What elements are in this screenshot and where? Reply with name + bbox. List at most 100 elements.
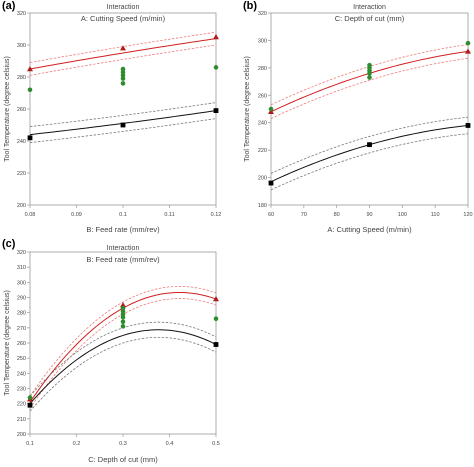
y-axis-label: Tool Temperature (degree celsius) — [4, 56, 11, 162]
x-tick-label: 0.3 — [119, 441, 127, 447]
series-low-ci-upper — [29, 102, 217, 127]
y-tick-label: 260 — [258, 93, 267, 99]
chart-panel-1: Interaction C: Depth of cut (mm) A: Cuttin… — [244, 4, 473, 234]
series-high-line — [29, 38, 217, 70]
design-point — [213, 65, 219, 70]
series-low-point — [367, 142, 372, 148]
y-tick-label: 200 — [258, 176, 267, 182]
x-tick-label: 0.12 — [211, 212, 222, 218]
x-tick-label: 90 — [366, 212, 372, 218]
design-point — [120, 319, 126, 325]
x-tick-label: 0.5 — [212, 441, 220, 447]
series-low-point — [465, 123, 471, 128]
y-tick-label: 300 — [258, 38, 267, 44]
x-tick-label: 0.1 — [119, 212, 127, 218]
series-high-point — [268, 108, 274, 114]
x-tick-label: 100 — [398, 212, 407, 218]
y-tick-label: 280 — [17, 75, 26, 81]
series-low-ci-lower — [29, 118, 217, 143]
series-low-point — [268, 180, 274, 186]
chart-title: Interaction — [107, 245, 140, 252]
y-tick-label: 300 — [17, 280, 26, 286]
series-high-point — [120, 302, 126, 308]
series-low-point — [213, 108, 219, 113]
plot-frame — [270, 12, 469, 206]
series-high-point — [213, 34, 219, 40]
x-tick-label: 0.11 — [164, 212, 174, 218]
panel-label-c: (c) — [2, 238, 16, 250]
design-point — [27, 395, 33, 400]
design-point — [120, 69, 126, 75]
design-point — [465, 40, 471, 46]
x-tick-label: 80 — [334, 212, 340, 218]
y-tick-label: 260 — [17, 107, 26, 113]
x-axis-label: A: Cutting Speed (m/min) — [327, 225, 412, 234]
chart-title: Interaction — [353, 4, 386, 11]
x-tick-label: 0.4 — [166, 441, 174, 447]
series-low-line — [270, 124, 469, 183]
series-low-ci-lower — [29, 336, 217, 412]
series-high-line — [270, 50, 469, 113]
x-tick-label: 0.1 — [26, 441, 34, 447]
x-tick-label: 0.08 — [25, 212, 36, 218]
series-low-ci-lower — [270, 133, 469, 191]
chart-panel-0: Interaction A: Cutting Speed (m/min) B: Fe… — [4, 4, 221, 234]
series-low-point — [120, 122, 126, 128]
y-tick-label: 240 — [258, 121, 267, 127]
series-high-ci-lower — [29, 44, 217, 76]
y-tick-label: 230 — [17, 387, 26, 393]
design-point — [120, 76, 126, 81]
y-tick-label: 280 — [17, 311, 26, 317]
series-high-point — [213, 296, 219, 302]
y-tick-label: 220 — [17, 402, 26, 408]
series-high-ci-upper — [29, 285, 217, 397]
x-axis-label: C: Depth of cut (mm) — [88, 455, 158, 464]
series-low-line — [29, 329, 217, 405]
design-point — [27, 87, 33, 93]
series-high-ci-lower — [270, 57, 469, 119]
y-tick-label: 320 — [17, 11, 26, 17]
y-tick-label: 240 — [17, 139, 26, 145]
y-axis-label: Tool Temperature (degree celsius) — [244, 56, 251, 162]
y-axis-label: Tool Temperature (degree celsius) — [4, 290, 11, 396]
x-tick-label: 0.2 — [73, 441, 81, 447]
y-tick-label: 270 — [17, 326, 26, 332]
chart-subtitle: A: Cutting Speed (m/min) — [81, 14, 166, 23]
series-high-point — [27, 66, 33, 72]
y-tick-label: 300 — [17, 43, 26, 49]
x-tick-label: 110 — [431, 212, 440, 218]
series-low-point — [27, 135, 33, 141]
y-tick-label: 320 — [258, 11, 267, 17]
x-tick-label: 60 — [268, 212, 274, 218]
chart-subtitle: C: Depth of cut (mm) — [335, 14, 405, 23]
series-high-point — [465, 48, 471, 54]
y-tick-label: 290 — [17, 296, 26, 302]
y-tick-label: 240 — [17, 371, 26, 377]
x-tick-label: 0.09 — [71, 212, 82, 218]
panel-label-a: (a) — [2, 0, 16, 12]
x-axis-label: B: Feed rate (mm/rev) — [86, 225, 160, 234]
design-point — [120, 73, 126, 78]
design-point — [120, 305, 126, 311]
y-tick-label: 320 — [17, 250, 26, 256]
design-point — [367, 62, 372, 68]
series-low-ci-upper — [270, 116, 469, 174]
y-tick-label: 260 — [17, 341, 26, 347]
series-low-point — [213, 342, 219, 347]
y-tick-label: 180 — [258, 203, 267, 209]
plot-frame — [29, 12, 217, 206]
x-tick-label: 70 — [301, 212, 307, 218]
y-tick-label: 310 — [17, 265, 26, 271]
x-tick-label: 120 — [463, 212, 472, 218]
y-tick-label: 220 — [17, 171, 26, 177]
y-tick-label: 210 — [17, 417, 26, 423]
design-point — [120, 81, 126, 86]
design-point — [268, 106, 274, 112]
panel-label-b: (b) — [243, 0, 258, 12]
y-tick-label: 250 — [17, 356, 26, 362]
y-tick-label: 200 — [17, 203, 26, 209]
chart-subtitle: B: Feed rate (mm/rev) — [86, 255, 160, 264]
series-low-point — [27, 402, 33, 408]
y-tick-label: 200 — [17, 432, 26, 438]
